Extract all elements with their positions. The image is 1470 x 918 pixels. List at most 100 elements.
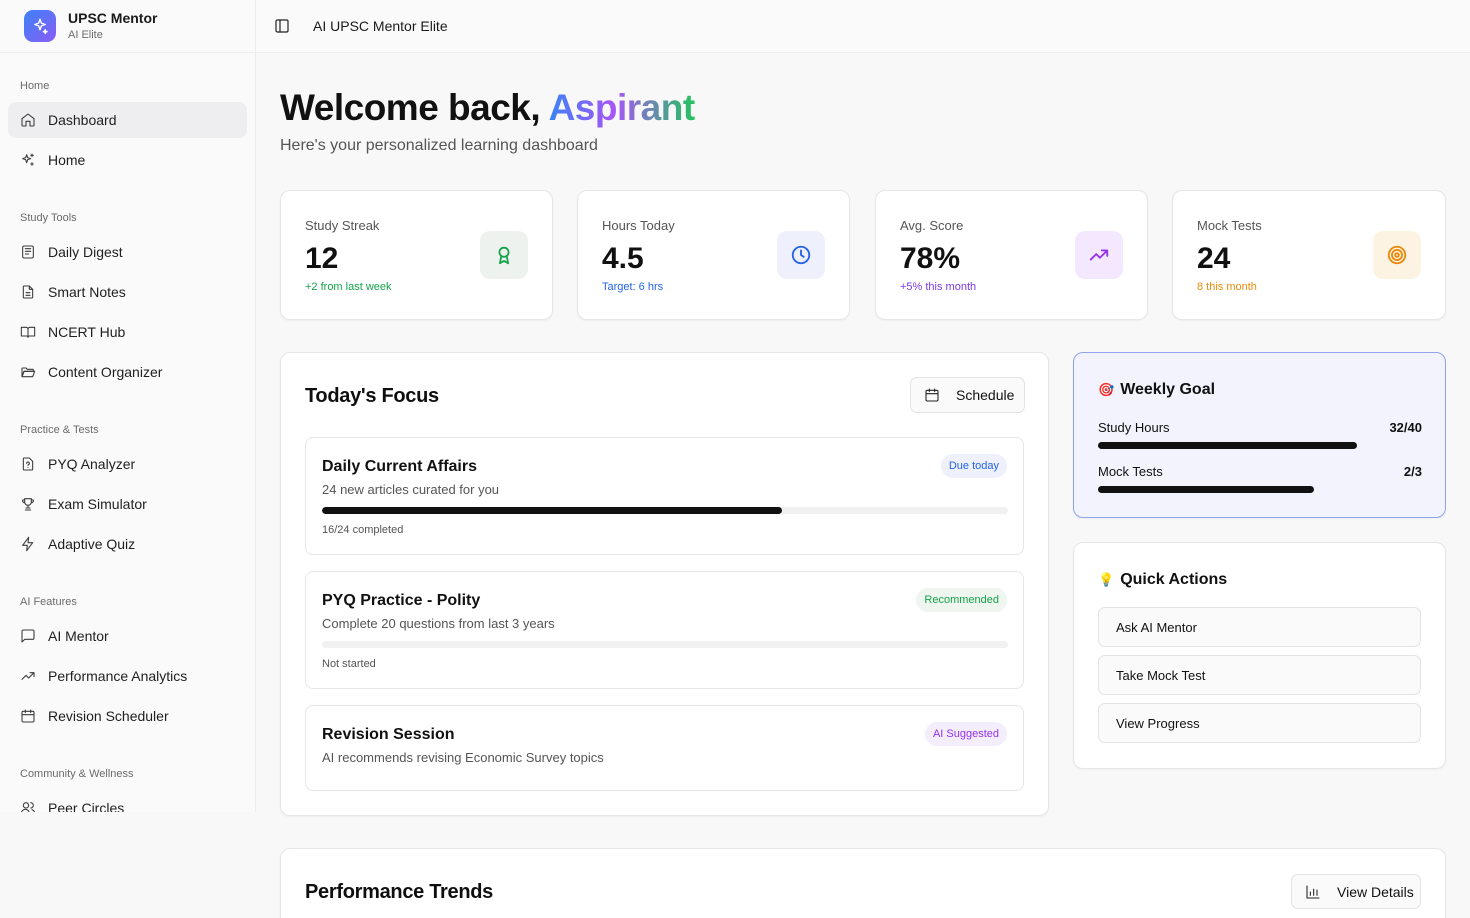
- calendar-icon: [925, 388, 939, 402]
- stat-note: +5% this month: [900, 281, 977, 293]
- folder-open-icon: [20, 364, 36, 380]
- stat-label: Hours Today: [602, 218, 675, 233]
- sidebar-item-performance-analytics[interactable]: Performance Analytics: [8, 658, 247, 694]
- zap-icon: [20, 536, 36, 552]
- clock-icon: [777, 231, 825, 279]
- sidebar-item-content-organizer[interactable]: Content Organizer: [8, 354, 247, 390]
- sparkles-icon: [20, 152, 36, 168]
- sidebar-item-label: Home: [48, 152, 86, 168]
- todays-focus-card: Today's Focus Schedule Daily Current Aff…: [280, 352, 1049, 816]
- task-desc: Complete 20 questions from last 3 years: [322, 616, 555, 631]
- stat-value: 12: [305, 242, 339, 275]
- sidebar-item-label: NCERT Hub: [48, 324, 126, 340]
- trophy-icon: [20, 496, 36, 512]
- sidebar-item-ai-mentor[interactable]: AI Mentor: [8, 618, 247, 654]
- group-label-ai-features: AI Features: [20, 596, 77, 608]
- sidebar-item-pyq-analyzer[interactable]: PYQ Analyzer: [8, 446, 247, 482]
- sidebar-item-exam-simulator[interactable]: Exam Simulator: [8, 486, 247, 522]
- sidebar-item-peer-circles[interactable]: Peer Circles: [8, 790, 247, 812]
- group-label-practice: Practice & Tests: [20, 424, 99, 436]
- stat-note: Target: 6 hrs: [602, 281, 664, 293]
- view-progress-button[interactable]: View Progress: [1098, 703, 1421, 743]
- section-title-text: Quick Actions: [1120, 571, 1228, 588]
- sidebar-item-label: Smart Notes: [48, 284, 126, 300]
- welcome-prefix: Welcome back,: [280, 87, 549, 128]
- stat-note: +2 from last week: [305, 281, 392, 293]
- goal-value: 32/40: [1389, 420, 1422, 435]
- newspaper-icon: [20, 244, 36, 260]
- performance-trends-card: Performance Trends View Details: [280, 848, 1446, 918]
- brand-subtitle: AI Elite: [68, 29, 103, 41]
- task-card[interactable]: Revision Session AI recommends revising …: [305, 705, 1024, 791]
- bar-chart-icon: [1306, 884, 1320, 899]
- page-title: Welcome back, Aspirant: [280, 87, 695, 129]
- task-title: Revision Session: [322, 726, 455, 743]
- users-icon: [20, 800, 36, 812]
- sidebar-item-home[interactable]: Home: [8, 142, 247, 178]
- sidebar: UPSC Mentor AI Elite Home Dashboard Home…: [0, 0, 256, 812]
- quick-actions-card: 💡 Quick Actions Ask AI Mentor Take Mock …: [1073, 542, 1446, 769]
- take-mock-test-button[interactable]: Take Mock Test: [1098, 655, 1421, 695]
- sidebar-item-label: Performance Analytics: [48, 668, 188, 684]
- target-icon: [1373, 231, 1421, 279]
- trending-up-icon: [1075, 231, 1123, 279]
- group-label-home: Home: [20, 80, 50, 92]
- sidebar-item-revision-scheduler[interactable]: Revision Scheduler: [8, 698, 247, 734]
- progress-fill: [1098, 486, 1315, 493]
- task-card[interactable]: Daily Current Affairs 24 new articles cu…: [305, 437, 1024, 555]
- goal-value: 2/3: [1403, 464, 1422, 479]
- progress-fill: [322, 507, 782, 514]
- calendar-icon: [20, 708, 36, 724]
- section-title: Today's Focus: [305, 385, 439, 407]
- sidebar-item-smart-notes[interactable]: Smart Notes: [8, 274, 247, 310]
- status-badge: Recommended: [916, 588, 1007, 612]
- stat-card-study-streak: Study Streak 12 +2 from last week: [280, 190, 553, 320]
- task-title: PYQ Practice - Polity: [322, 592, 481, 609]
- stat-value: 4.5: [602, 242, 644, 275]
- stat-note: 8 this month: [1197, 281, 1257, 293]
- sidebar-item-label: PYQ Analyzer: [48, 456, 136, 472]
- trending-up-icon: [20, 668, 36, 684]
- weekly-goal-card: 🎯 Weekly Goal Study Hours 32/40 Mock Tes…: [1073, 352, 1446, 518]
- group-label-community: Community & Wellness: [20, 768, 134, 780]
- book-open-icon: [20, 324, 36, 340]
- progress-bar: [1098, 486, 1422, 493]
- button-label: View Details: [1337, 883, 1414, 900]
- progress-bar: [1098, 442, 1422, 449]
- sidebar-item-ncert-hub[interactable]: NCERT Hub: [8, 314, 247, 350]
- button-label: Schedule: [956, 387, 1015, 403]
- schedule-button[interactable]: Schedule: [910, 377, 1025, 413]
- task-card[interactable]: PYQ Practice - Polity Complete 20 questi…: [305, 571, 1024, 689]
- section-title: Performance Trends: [305, 881, 494, 903]
- task-desc: AI recommends revising Economic Survey t…: [322, 750, 604, 765]
- sidebar-item-dashboard[interactable]: Dashboard: [8, 102, 247, 138]
- stat-card-avg-score: Avg. Score 78% +5% this month: [875, 190, 1148, 320]
- view-details-button[interactable]: View Details: [1291, 874, 1421, 909]
- file-question-icon: [20, 456, 36, 472]
- file-text-icon: [20, 284, 36, 300]
- sidebar-item-label: AI Mentor: [48, 628, 109, 644]
- page-subtitle: Here's your personalized learning dashbo…: [280, 137, 598, 154]
- stat-label: Mock Tests: [1197, 218, 1262, 233]
- section-title: 🎯 Weekly Goal: [1098, 381, 1215, 399]
- sidebar-item-label: Content Organizer: [48, 364, 163, 380]
- sidebar-item-label: Exam Simulator: [48, 496, 147, 512]
- sidebar-toggle-icon[interactable]: [274, 18, 290, 34]
- sidebar-item-adaptive-quiz[interactable]: Adaptive Quiz: [8, 526, 247, 562]
- status-badge: Due today: [940, 454, 1007, 478]
- stat-card-hours-today: Hours Today 4.5 Target: 6 hrs: [577, 190, 850, 320]
- section-title-text: Weekly Goal: [1120, 381, 1216, 398]
- home-icon: [20, 112, 36, 128]
- brand[interactable]: UPSC Mentor AI Elite: [0, 0, 255, 53]
- message-square-icon: [20, 628, 36, 644]
- sidebar-item-daily-digest[interactable]: Daily Digest: [8, 234, 247, 270]
- sidebar-item-label: Adaptive Quiz: [48, 536, 136, 552]
- ask-ai-mentor-button[interactable]: Ask AI Mentor: [1098, 607, 1421, 647]
- group-label-study-tools: Study Tools: [20, 212, 77, 224]
- topbar: AI UPSC Mentor Elite: [256, 0, 1470, 53]
- topbar-title: AI UPSC Mentor Elite: [313, 18, 448, 34]
- section-title: 💡 Quick Actions: [1098, 571, 1227, 589]
- progress-text: Not started: [322, 658, 376, 670]
- sidebar-item-label: Peer Circles: [48, 800, 125, 812]
- goal-label: Mock Tests: [1098, 464, 1163, 479]
